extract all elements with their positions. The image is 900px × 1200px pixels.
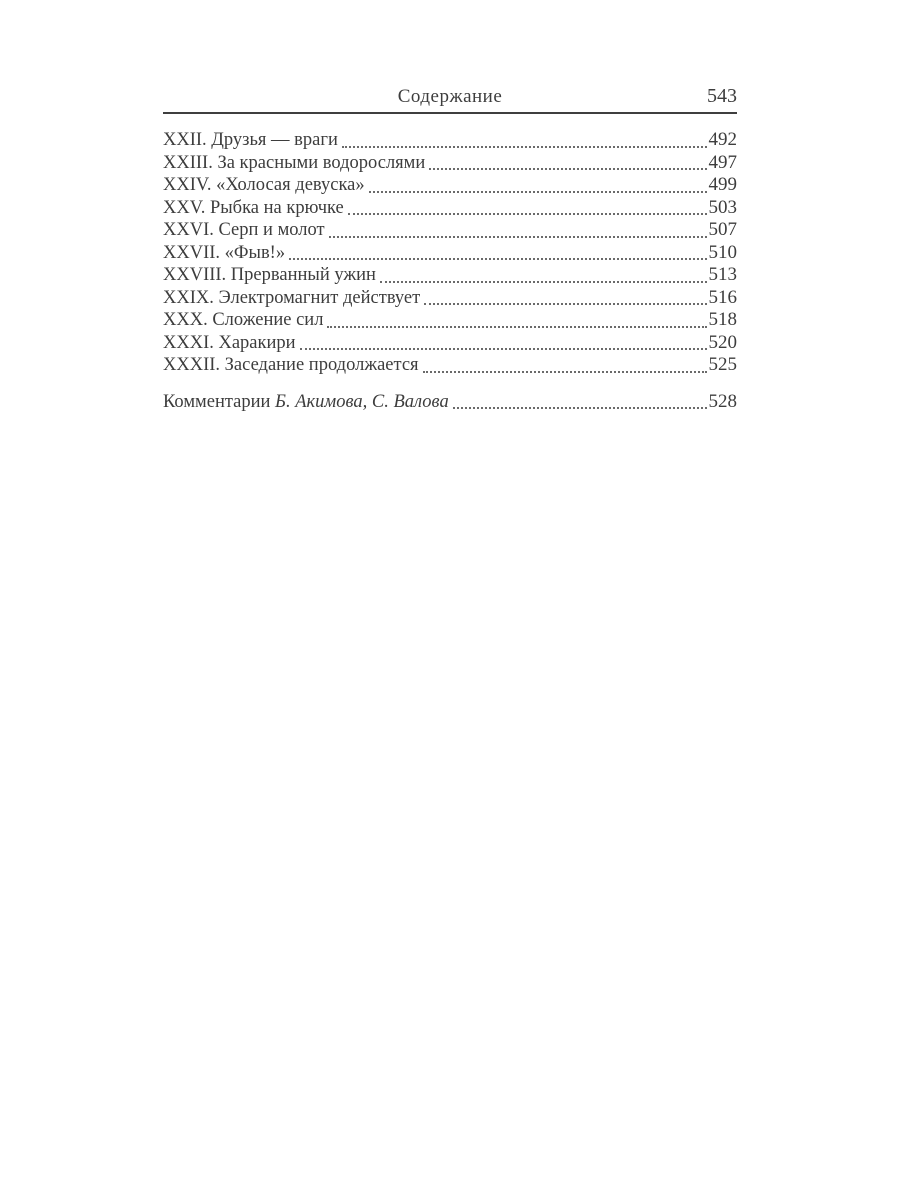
dot-leader <box>341 145 707 148</box>
comments-entry: Комментарии Б. Акимова, С. Валова 528 <box>163 391 737 414</box>
toc-entry-label: XXX. Сложение сил <box>163 310 324 330</box>
toc-entry: XXVI. Серп и молот 507 <box>163 219 737 242</box>
toc-entry-page-number: 497 <box>708 151 738 173</box>
folio-page-number: 543 <box>707 85 737 107</box>
toc-entry: XXIII. За красными водорослями 497 <box>163 152 737 175</box>
dot-leader <box>379 280 707 283</box>
toc-entry-label: XXXI. Харакири <box>163 332 296 353</box>
toc-entry-label: XXVIII. Прерванный ужин <box>163 265 376 285</box>
toc-entry-label: XXXII. Заседание продолжается <box>163 355 419 375</box>
toc-entry: XXVII. «Фыв!» 510 <box>163 242 737 265</box>
toc-entry: XXV. Рыбка на крючке 503 <box>163 197 737 220</box>
header-rule <box>163 112 737 114</box>
dot-leader <box>429 168 707 170</box>
running-head: Содержание 543 <box>163 85 737 110</box>
toc-entry: XXIX. Электромагнит действует 516 <box>163 287 737 310</box>
toc-entry-page-number: 518 <box>708 309 738 330</box>
toc-entry-page-number: 510 <box>708 241 738 263</box>
toc-entry-page-number: 499 <box>708 174 738 195</box>
toc-entry-label: XXV. Рыбка на крючке <box>163 197 344 218</box>
toc-entry: XXII. Друзья — враги 492 <box>163 129 737 152</box>
comments-authors: Б. Акимова, С. Валова <box>275 391 449 412</box>
toc-entry-page-number: 492 <box>708 129 738 150</box>
dot-leader <box>424 303 707 305</box>
comments-page-number: 528 <box>708 390 738 412</box>
toc-entry-label: XXIII. За красными водорослями <box>163 152 426 173</box>
toc-entry: XXVIII. Прерванный ужин 513 <box>163 264 737 287</box>
toc-entry-page-number: 520 <box>708 331 738 353</box>
page-title: Содержание <box>397 86 503 107</box>
toc-entry-page-number: 507 <box>708 219 738 240</box>
dot-leader <box>289 258 707 260</box>
dot-leader <box>368 190 707 193</box>
toc-entry: XXIV. «Холосая девуска» 499 <box>163 174 737 197</box>
toc-entry: XXXI. Харакири 520 <box>163 332 737 355</box>
toc-entry-label: XXVII. «Фыв!» <box>163 242 286 263</box>
text-block: Содержание 543 XXII. Друзья — враги 492 … <box>163 85 737 414</box>
toc-entry: XXXII. Заседание продолжается 525 <box>163 354 737 377</box>
table-of-contents: XXII. Друзья — враги 492 XXIII. За красн… <box>163 129 737 377</box>
toc-entry-label: XXVI. Серп и молот <box>163 220 325 240</box>
toc-entry-page-number: 516 <box>708 286 738 308</box>
toc-entry-page-number: 503 <box>708 196 738 218</box>
toc-entry-page-number: 513 <box>708 264 738 285</box>
toc-entry-label: XXIX. Электромагнит действует <box>163 287 421 308</box>
toc-entry-label: XXII. Друзья — враги <box>163 130 338 150</box>
dot-leader <box>422 370 707 373</box>
toc-entry-page-number: 525 <box>708 354 738 375</box>
toc-entry-label: XXIV. «Холосая девуска» <box>163 175 365 195</box>
dot-leader <box>452 407 707 409</box>
toc-entry: XXX. Сложение сил 518 <box>163 309 737 332</box>
dot-leader <box>328 235 707 238</box>
dot-leader <box>347 213 707 215</box>
dot-leader <box>299 348 707 350</box>
comments-label: Комментарии Б. Акимова, С. Валова <box>163 391 449 412</box>
dot-leader <box>327 325 707 328</box>
